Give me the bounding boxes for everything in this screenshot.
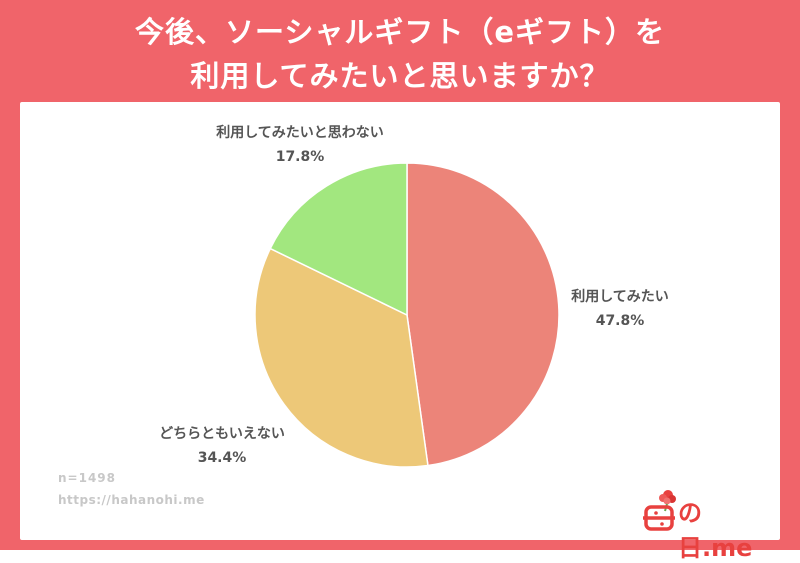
pie-slice-not-want <box>269 162 408 317</box>
title-line-2: 利用してみたいと思いますか？ <box>190 59 610 93</box>
source-url: https://hahanohi.me <box>58 493 205 507</box>
pie-slice-neutral <box>254 247 429 468</box>
site-logo: の日.me <box>640 485 760 562</box>
slice-value-not-want: 17.8% <box>276 149 325 165</box>
slice-value-want: 47.8% <box>596 313 645 329</box>
slice-label-not-want: 利用してみたいと思わない <box>216 124 384 141</box>
slice-value-neutral: 34.4% <box>198 450 247 466</box>
pie-slices <box>254 162 560 468</box>
chart-title: 今後、ソーシャルギフト（eギフト）を 利用してみたいと思いますか？ <box>0 10 800 98</box>
carnation-flower-icon <box>659 490 676 512</box>
pie-slice-want <box>406 162 560 467</box>
sample-size: n=1498 <box>58 471 116 485</box>
title-line-1: 今後、ソーシャルギフト（eギフト）を <box>134 15 666 49</box>
slice-label-want: 利用してみたい <box>571 288 669 305</box>
logo-text: の日.me <box>678 499 753 562</box>
haha-mark-icon <box>643 505 675 531</box>
slice-label-neutral: どちらともいえない <box>159 426 285 442</box>
pie-chart: 利用してみたいと思わない 17.8% 利用してみたい 47.8% どちらともいえ… <box>159 124 669 468</box>
